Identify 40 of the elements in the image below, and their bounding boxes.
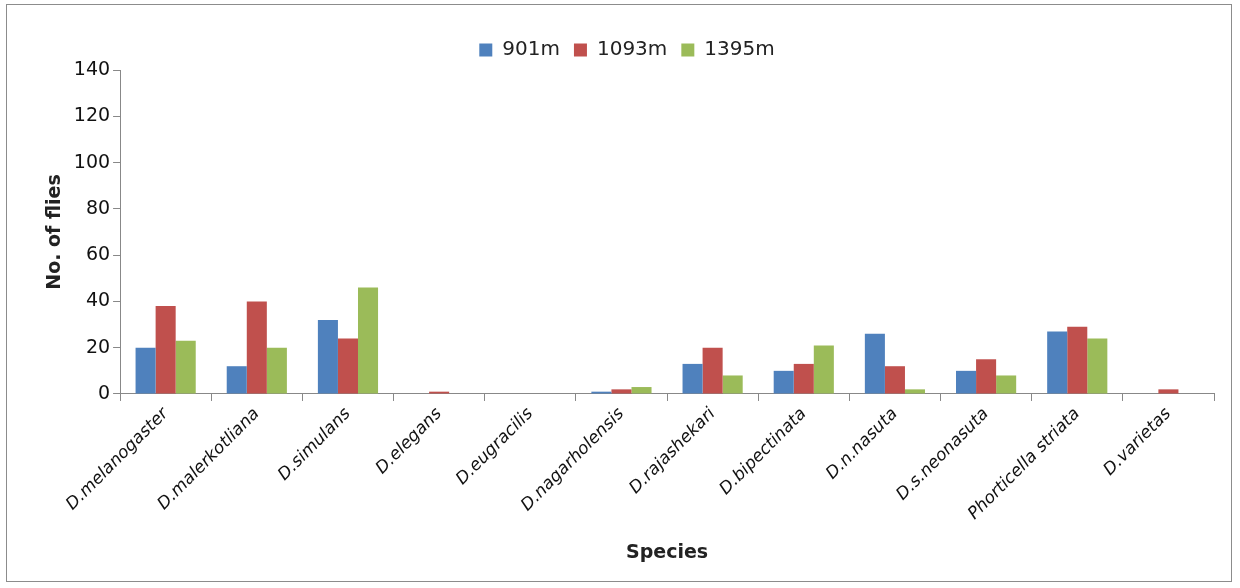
bar xyxy=(996,375,1017,394)
legend-label: 901m xyxy=(502,36,560,61)
bar xyxy=(702,347,723,394)
bar xyxy=(358,287,379,394)
bar xyxy=(337,338,358,394)
bar xyxy=(976,359,997,394)
bar xyxy=(266,347,287,394)
bar xyxy=(864,333,885,394)
y-tick-label: 60 xyxy=(85,242,111,265)
bar xyxy=(813,345,834,394)
bar xyxy=(682,363,703,394)
legend-label: 1395m xyxy=(704,36,775,61)
y-axis-title: No. of flies xyxy=(42,174,65,290)
bar xyxy=(722,375,743,394)
bar xyxy=(1158,389,1179,394)
y-tick-label: 140 xyxy=(73,56,111,79)
bar xyxy=(1047,331,1068,394)
bar xyxy=(956,370,977,394)
x-axis-title: Species xyxy=(625,539,709,562)
bar xyxy=(135,347,156,394)
bar xyxy=(155,306,176,394)
y-tick-label: 100 xyxy=(73,149,111,172)
bar xyxy=(226,366,247,394)
y-tick-label: 40 xyxy=(85,288,111,311)
y-tick-label: 20 xyxy=(85,334,111,357)
bar xyxy=(1067,326,1088,394)
bar xyxy=(773,370,794,394)
bar xyxy=(631,387,652,394)
bar xyxy=(246,301,267,394)
bar xyxy=(611,389,632,394)
legend-label: 1093m xyxy=(596,36,668,61)
y-tick-label: 80 xyxy=(85,195,111,218)
y-tick-label: 0 xyxy=(97,380,111,403)
y-tick-label: 120 xyxy=(73,103,111,126)
bar xyxy=(1087,338,1108,394)
bar xyxy=(904,389,926,394)
bar xyxy=(793,363,814,394)
bar xyxy=(317,319,338,394)
bar xyxy=(175,340,196,394)
bar xyxy=(884,366,905,394)
